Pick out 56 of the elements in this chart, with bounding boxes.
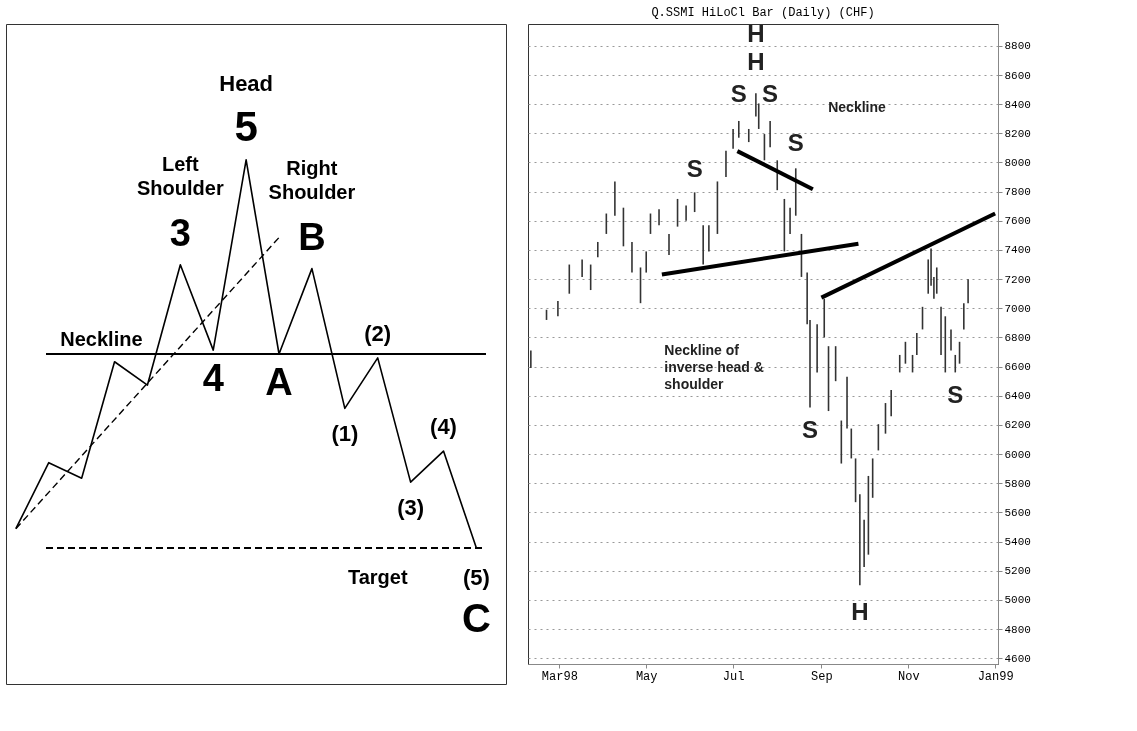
y-tick-label: 7600 (1004, 215, 1031, 228)
annotation: (4) (430, 414, 457, 440)
x-tick-label: Jul (722, 669, 745, 684)
y-tick-label: 5000 (1004, 594, 1031, 607)
annotation: Left Shoulder (137, 152, 224, 199)
annotation: H (747, 48, 765, 76)
annotation: (3) (397, 495, 425, 521)
text: (5) (462, 565, 490, 591)
ref-line-label: Target (347, 566, 408, 589)
annotation: 3 (169, 211, 191, 254)
y-tick-label: 7000 (1004, 302, 1031, 315)
annotation: S (730, 79, 747, 107)
annotation: Neckline of inverse head & shoulder (664, 342, 764, 392)
annotation: S (787, 129, 804, 157)
y-tick-label: 5200 (1004, 565, 1031, 578)
annotation: B (298, 215, 326, 258)
x-tick-label: May (635, 669, 658, 684)
y-tick-label: 5400 (1004, 536, 1031, 549)
text: 5 (234, 102, 258, 150)
y-tick-label: 8000 (1004, 157, 1031, 169)
annotation: H (747, 20, 765, 48)
y-tick-label: 7200 (1004, 273, 1031, 286)
y-tick-label: 6800 (1004, 331, 1031, 344)
y-tick-label: 8200 (1004, 127, 1031, 140)
y-tick-label: 8800 (1004, 40, 1031, 53)
x-tick-label: Nov (897, 669, 920, 684)
y-tick-label: 6400 (1004, 390, 1031, 403)
x-tick-label: Jan99 (977, 669, 1014, 684)
y-tick-label: 4800 (1004, 623, 1031, 636)
y-tick-label: 6000 (1004, 448, 1031, 461)
annotation: Right Shoulder (268, 156, 356, 203)
annotation: S (947, 381, 964, 409)
chart-title: Q.SSMI HiLoCl Bar (Daily) (CHF) (651, 6, 875, 21)
annotation: Neckline (828, 98, 886, 115)
annotation: (1) (331, 421, 359, 447)
annotation: S (686, 155, 703, 183)
text: C (461, 596, 491, 641)
y-tick-label: 6200 (1004, 419, 1031, 432)
x-tick-label: Sep (811, 669, 833, 684)
ref-line-label: Neckline (60, 328, 143, 350)
y-tick-label: 6600 (1004, 361, 1031, 374)
annotation: 4 (202, 357, 224, 400)
y-tick-label: 5800 (1004, 477, 1031, 490)
y-tick-label: 4600 (1004, 652, 1031, 665)
y-tick-label: 8400 (1004, 98, 1031, 111)
text: Head (219, 70, 274, 96)
y-tick-label: 7400 (1004, 244, 1031, 257)
y-tick-label: 7800 (1004, 186, 1031, 199)
annotation: S (801, 416, 819, 444)
annotation: H (851, 598, 869, 626)
y-tick-label: 8600 (1004, 69, 1031, 82)
x-tick-label: Mar98 (541, 669, 578, 684)
annotation: (2) (364, 320, 392, 346)
annotation: S (762, 79, 779, 107)
annotation: A (265, 361, 293, 403)
y-tick-label: 5600 (1004, 506, 1031, 519)
